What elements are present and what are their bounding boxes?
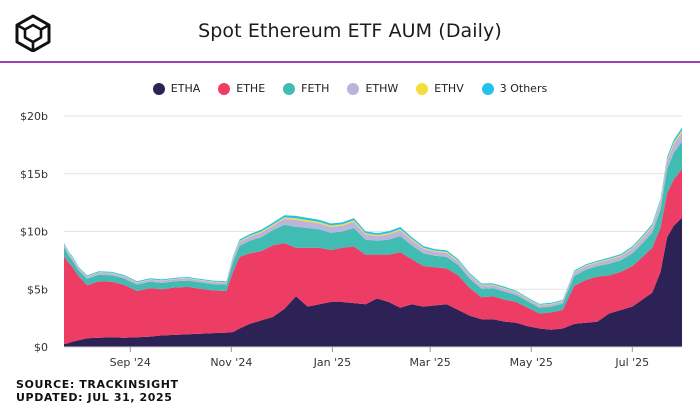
legend-label-etha: ETHA bbox=[170, 82, 201, 95]
chart-legend: ETHA ETHE FETH ETHW ETHV 3 Others bbox=[0, 82, 700, 95]
page-title: Spot Ethereum ETF AUM (Daily) bbox=[198, 20, 502, 42]
x-tick-label: Nov '24 bbox=[210, 356, 252, 369]
chart-footer: SOURCE: TRACKINSIGHT UPDATED: JUL 31, 20… bbox=[16, 378, 179, 404]
y-tick-label: $10b bbox=[20, 226, 48, 239]
y-tick-label: $0 bbox=[34, 341, 48, 354]
updated-note: UPDATED: JUL 31, 2025 bbox=[16, 391, 173, 404]
x-tick-label: Mar '25 bbox=[410, 356, 451, 369]
x-tick-label: Jan '25 bbox=[313, 356, 351, 369]
legend-swatch-ethv bbox=[416, 82, 429, 95]
legend-item-ethv[interactable]: ETHV bbox=[416, 82, 464, 95]
legend-swatch-feth bbox=[283, 82, 296, 95]
legend-label-ethv: ETHV bbox=[434, 82, 464, 95]
x-tick-label: Jul '25 bbox=[614, 356, 649, 369]
title-divider bbox=[0, 61, 700, 63]
cube-logo-icon bbox=[15, 14, 51, 52]
legend-item-ethw[interactable]: ETHW bbox=[347, 82, 398, 95]
y-tick-label: $20b bbox=[20, 110, 48, 123]
legend-label-feth: FETH bbox=[301, 82, 330, 95]
y-tick-label: $5b bbox=[27, 283, 48, 296]
legend-label-ethw: ETHW bbox=[365, 82, 399, 95]
area-series-ethe bbox=[64, 169, 682, 345]
legend-swatch-ethe bbox=[218, 82, 231, 95]
legend-item-others[interactable]: 3 Others bbox=[481, 82, 548, 95]
legend-swatch-ethw bbox=[347, 82, 360, 95]
y-tick-label: $15b bbox=[20, 168, 48, 181]
x-tick-label: May '25 bbox=[510, 356, 553, 369]
legend-item-etha[interactable]: ETHA bbox=[152, 82, 201, 95]
x-tick-label: Sep '24 bbox=[110, 356, 151, 369]
source-note: SOURCE: TRACKINSIGHT bbox=[16, 378, 179, 391]
legend-item-ethe[interactable]: ETHE bbox=[218, 82, 265, 95]
legend-label-ethe: ETHE bbox=[236, 82, 266, 95]
legend-swatch-etha bbox=[152, 82, 165, 95]
legend-item-feth[interactable]: FETH bbox=[283, 82, 329, 95]
legend-label-others: 3 Others bbox=[499, 82, 548, 95]
legend-swatch-others bbox=[481, 82, 494, 95]
area-series-etha bbox=[64, 217, 682, 347]
